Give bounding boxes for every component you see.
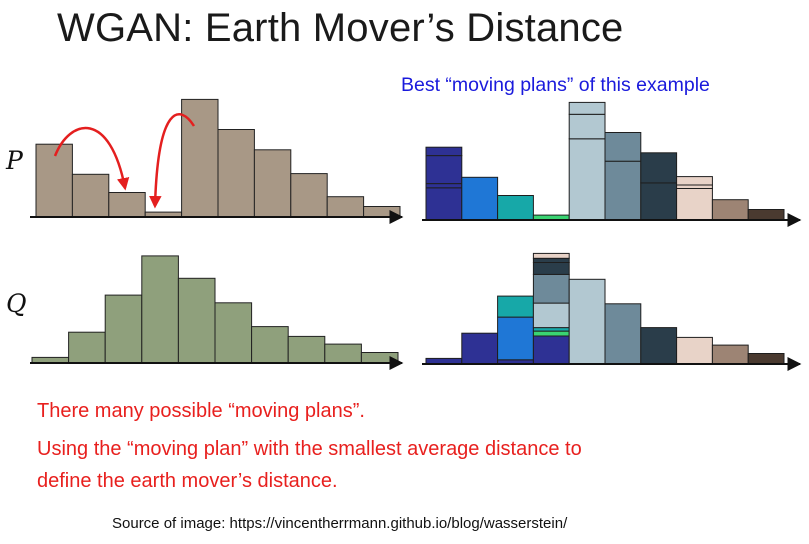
q-bar-7 (251, 326, 289, 364)
q-bar-5 (177, 277, 216, 364)
plan-q-col-4-seg-3 (532, 327, 570, 332)
move-arrow-1 (53, 126, 130, 191)
image-source: Source of image: https://vincentherrmann… (112, 515, 568, 532)
plan-p-col-7-seg-1 (640, 182, 678, 221)
plan-q-col-4-seg-4 (532, 302, 570, 329)
p-bar-7 (253, 149, 292, 218)
plan-p-col-8-seg-2 (676, 184, 713, 189)
plan-q-col-7-seg-1 (640, 327, 678, 365)
q-bar-8 (287, 335, 326, 364)
plan-p-col-6-seg-1 (604, 160, 642, 221)
plan-q-col-6-seg-1 (604, 303, 642, 365)
p-bar-2 (71, 173, 110, 218)
slide-title: WGAN: Earth Mover’s Distance (57, 6, 624, 50)
plan-p-col-1-seg-2 (425, 183, 463, 189)
plan-q-col-4-seg-7 (532, 257, 570, 263)
note-many-plans: There many possible “moving plans”. (37, 400, 365, 422)
p-bar-1 (35, 143, 73, 218)
plan-q-col-9-seg-1 (711, 344, 749, 365)
plan-p-col-1-seg-1 (425, 187, 463, 221)
plan-q-col-2-seg-1 (461, 332, 499, 365)
plan-p-col-8-seg-3 (676, 176, 713, 186)
plan-q-col-4-seg-5 (532, 273, 570, 304)
histogram-p (35, 98, 401, 218)
p-bar-10 (363, 206, 401, 218)
q-bar-2 (68, 331, 106, 364)
moving-plans-subtitle: Best “moving plans” of this example (401, 74, 710, 96)
q-bar-3 (104, 294, 143, 364)
plan-p-col-5-seg-2 (568, 113, 606, 140)
plan-p-col-7-seg-2 (640, 152, 678, 184)
emd-figure (30, 98, 802, 371)
plan-q-col-3-seg-3 (497, 295, 534, 318)
plan-p-col-1-seg-3 (425, 155, 463, 185)
plan-q-col-8-seg-1 (676, 336, 713, 365)
p-bar-6 (217, 129, 255, 218)
q-bar-10 (360, 352, 399, 364)
plan-q-col-4-seg-1 (532, 335, 570, 365)
move-arrow-2 (149, 113, 196, 209)
q-bar-4 (141, 255, 179, 364)
p-bar-8 (290, 173, 328, 218)
plan-q-col-4-seg-6 (532, 262, 570, 275)
moving-plan-q (425, 252, 785, 365)
plan-q-col-4-seg-8 (532, 252, 570, 259)
q-bar-9 (324, 343, 362, 364)
plan-q-col-5-seg-1 (568, 278, 606, 365)
plan-p-col-5-seg-1 (568, 138, 606, 221)
plan-q-col-4-seg-2 (532, 330, 570, 337)
plan-p-col-5-seg-3 (568, 101, 606, 115)
label-q: Q (6, 289, 27, 318)
p-bar-3 (108, 192, 146, 218)
plan-p-col-2-seg-1 (461, 176, 499, 221)
plan-p-col-3-seg-1 (497, 195, 534, 221)
label-p: P (6, 146, 23, 175)
moving-plan-p (425, 101, 785, 221)
plan-p-col-1-seg-4 (425, 146, 463, 157)
histogram-q (31, 255, 399, 364)
plan-p-col-8-seg-1 (676, 188, 713, 221)
plan-p-col-9-seg-1 (711, 199, 749, 221)
q-bar-6 (214, 302, 253, 364)
plan-p-col-6-seg-2 (604, 132, 642, 162)
note-smallest-distance-line2: define the earth mover’s distance. (37, 470, 338, 492)
plan-q-col-10-seg-1 (747, 353, 785, 365)
p-bar-9 (326, 196, 365, 218)
plan-q-col-3-seg-2 (497, 316, 534, 361)
plan-p-col-10-seg-1 (747, 209, 785, 221)
note-smallest-distance-line1: Using the “moving plan” with the smalles… (37, 438, 582, 460)
